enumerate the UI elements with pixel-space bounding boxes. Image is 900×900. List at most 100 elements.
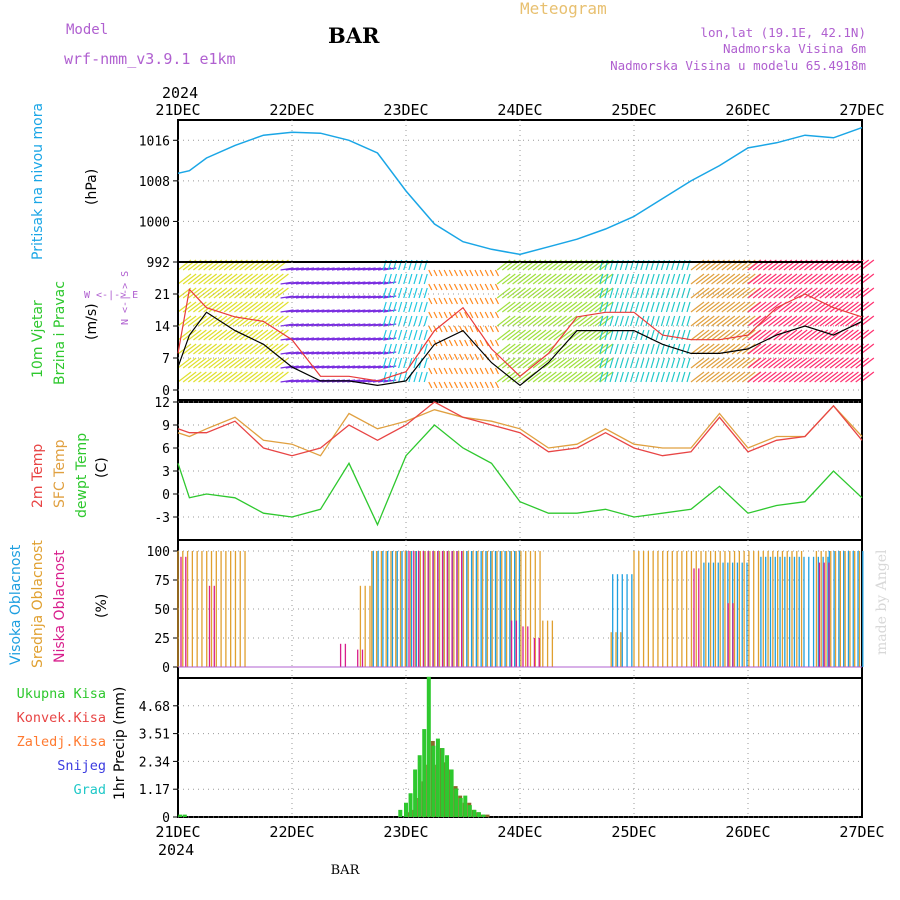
wind-barb <box>665 315 671 327</box>
wind-barb <box>474 283 479 291</box>
wind-barb <box>578 329 593 341</box>
wind-barb <box>671 287 676 299</box>
wind-barb <box>182 371 197 383</box>
wind-barb <box>443 367 448 375</box>
wind-barb <box>834 315 849 327</box>
wind-barb <box>357 365 371 369</box>
wind-barb <box>347 379 361 383</box>
wind-barb <box>459 381 464 389</box>
wind-barb <box>357 337 371 341</box>
wind-barb <box>438 339 443 347</box>
footer-station: BAR <box>331 863 361 878</box>
wind-barb <box>408 273 413 285</box>
wind-barb <box>448 339 453 347</box>
wind-barb <box>448 269 453 277</box>
wind-barb <box>548 357 562 369</box>
dewpoint-line <box>177 424 863 527</box>
wind-barb <box>387 343 392 355</box>
wind-barb <box>316 337 330 341</box>
wind-barb <box>428 325 433 333</box>
wind-barb <box>809 357 823 369</box>
wind-barb <box>563 343 578 355</box>
wind-barb <box>640 273 645 285</box>
wind-ylabel-1: 10m Vjetar <box>30 300 46 378</box>
wind-barb <box>599 371 604 383</box>
wind-barb <box>208 371 223 383</box>
wind-barb <box>403 371 408 383</box>
wind-barb <box>558 315 573 327</box>
wind-barb <box>568 343 583 355</box>
temp-ytick-label: -3 <box>154 511 170 526</box>
wind-barb <box>548 343 562 355</box>
wind-barb <box>438 311 443 319</box>
wind-barb <box>259 343 274 355</box>
wind-barb <box>763 273 777 285</box>
wind-barb <box>778 343 793 355</box>
wind-barb <box>280 379 294 383</box>
wind-barb <box>609 329 614 341</box>
wind-barb <box>860 371 875 383</box>
wind-barb <box>342 337 356 341</box>
wind-barb <box>259 287 274 299</box>
wind-barb <box>532 371 547 383</box>
precip-ytick-label: 4.68 <box>139 700 170 715</box>
precip-total-bar <box>463 795 468 817</box>
wind-barb <box>788 301 803 313</box>
wind-ylabel-2: Brzina i Pravac <box>52 281 68 385</box>
wind-barb <box>479 283 484 291</box>
wind-barb <box>537 357 552 369</box>
wind-barb <box>665 329 671 341</box>
wind-barb <box>757 343 772 355</box>
wind-barb <box>367 295 381 299</box>
wind-barb <box>829 301 844 313</box>
wind-barb <box>563 315 578 327</box>
wind-barb <box>223 343 238 355</box>
wind-barb <box>469 325 474 333</box>
pressure-ylabel-2: (hPa) <box>84 169 100 205</box>
wind-barb <box>660 301 665 313</box>
wind-barb <box>367 309 381 313</box>
wind-barb <box>249 301 264 313</box>
wind-barb <box>558 273 573 285</box>
wind-barb <box>403 357 408 369</box>
wind-barb <box>331 351 345 355</box>
wind-barb <box>543 301 557 313</box>
wind-barb <box>819 357 834 369</box>
wind-barb <box>433 283 438 291</box>
wind-barb <box>783 273 798 285</box>
wind-barb <box>507 301 521 313</box>
wind-barb <box>752 301 767 313</box>
wind-barb <box>798 301 813 313</box>
wind-barb <box>418 315 423 327</box>
wind-barb <box>645 329 650 341</box>
wind-barb <box>187 287 202 299</box>
wind-barb <box>336 309 351 313</box>
wind-barb <box>367 267 381 271</box>
wind-barb <box>721 301 736 313</box>
wind-barb <box>711 301 725 313</box>
wind-barb <box>640 357 645 369</box>
wind-barb <box>418 287 423 299</box>
wind-barb <box>433 297 438 305</box>
wind-barb <box>809 301 823 313</box>
wind-barb <box>269 371 284 383</box>
wind-barb <box>804 343 818 355</box>
wind-barb <box>357 379 371 383</box>
wind-barb <box>681 343 686 355</box>
wind-barb <box>768 315 782 327</box>
wind-barb <box>527 273 542 285</box>
wind-barb <box>489 353 494 361</box>
wind-barb <box>819 301 834 313</box>
wind-barb <box>347 365 361 369</box>
wind-barb <box>829 371 844 383</box>
wind-barb <box>193 357 207 369</box>
temperature-panel: 12 9 6 3 0 -3 <box>154 396 863 541</box>
wind-barb <box>193 371 207 383</box>
wind-barb <box>428 311 433 319</box>
wind-barb <box>819 343 834 355</box>
wind-barb <box>834 301 849 313</box>
wind-barb <box>403 343 408 355</box>
wind-barb <box>290 379 304 383</box>
wind-barb <box>459 283 464 291</box>
wind-barb <box>543 329 557 341</box>
